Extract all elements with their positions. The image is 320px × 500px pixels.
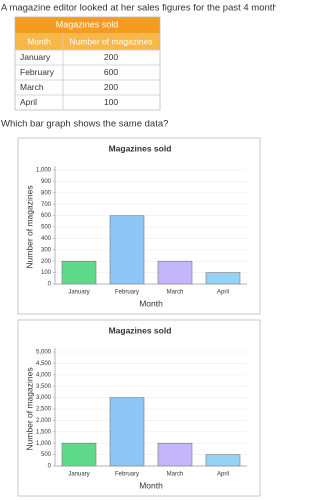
- prompt: Which bar graph shows the same data?: [1, 119, 168, 130]
- y-tick-label: 4,500: [36, 361, 52, 367]
- bar: [61, 442, 97, 467]
- table-border: [14, 16, 161, 111]
- y-tick-label: 400: [41, 236, 52, 242]
- y-tick-label: 500: [41, 225, 52, 231]
- table-header-bg: [15, 33, 160, 50]
- x-tick-label: April: [217, 290, 229, 296]
- y-tick-label: 1,000: [36, 168, 52, 174]
- table-cell: 200: [104, 52, 118, 62]
- y-tick-label: 0: [48, 464, 52, 470]
- table-cell: March: [20, 82, 44, 92]
- y-tick-label: 2,500: [36, 407, 52, 413]
- y-tick-label: 500: [41, 452, 52, 458]
- table-title: Magazines sold: [56, 19, 119, 29]
- question: A magazine editor looked at her sales fi…: [1, 3, 276, 14]
- bar: [109, 397, 145, 467]
- table-cell: 200: [104, 82, 118, 92]
- table-title-bg: [15, 17, 160, 33]
- x-tick-label: March: [167, 290, 184, 296]
- y-axis-label: Number of magazines: [24, 367, 34, 450]
- table-cell: January: [20, 52, 51, 62]
- x-tick-label: February: [115, 290, 139, 296]
- x-tick-label: February: [115, 472, 139, 478]
- chart-title: Magazines sold: [109, 143, 172, 153]
- y-axis-label: Number of magazines: [24, 185, 34, 268]
- screen: A magazine editor looked at her sales fi…: [1, 3, 276, 497]
- page: A magazine editor looked at her sales fi…: [1, 2, 276, 497]
- y-tick-label: 4,000: [36, 372, 52, 378]
- chart-title: Magazines sold: [109, 325, 172, 335]
- table-header: Month: [27, 36, 51, 46]
- x-axis-label: Month: [139, 480, 163, 490]
- y-tick-label: 700: [41, 202, 52, 208]
- y-tick-label: 200: [41, 259, 52, 265]
- bar: [157, 260, 193, 285]
- x-tick-label: March: [167, 472, 184, 478]
- y-tick-label: 1,500: [36, 429, 52, 435]
- table-header: Number of magazines: [69, 36, 152, 46]
- x-tick-label: April: [217, 472, 229, 478]
- x-axis-label: Month: [139, 298, 163, 308]
- y-tick-label: 300: [41, 247, 52, 253]
- y-tick-label: 100: [41, 270, 52, 276]
- y-tick-label: 600: [41, 213, 52, 219]
- y-tick-label: 800: [41, 190, 52, 196]
- table-cell: February: [20, 67, 55, 77]
- table-cell: April: [20, 97, 37, 107]
- bar: [205, 272, 241, 285]
- y-tick-label: 2,000: [36, 418, 52, 424]
- x-tick-label: January: [68, 290, 89, 296]
- table-cell: 100: [104, 97, 118, 107]
- y-tick-label: 1,000: [36, 441, 52, 447]
- bar: [61, 260, 97, 285]
- y-tick-label: 5,000: [36, 350, 52, 356]
- y-tick-label: 3,500: [36, 384, 52, 390]
- bar: [205, 454, 241, 467]
- bar: [109, 215, 145, 285]
- bar: [157, 442, 193, 467]
- table-cell: 600: [104, 67, 118, 77]
- x-tick-label: January: [68, 472, 89, 478]
- y-tick-label: 900: [41, 179, 52, 185]
- y-tick-label: 3,000: [36, 395, 52, 401]
- y-tick-label: 0: [48, 282, 52, 288]
